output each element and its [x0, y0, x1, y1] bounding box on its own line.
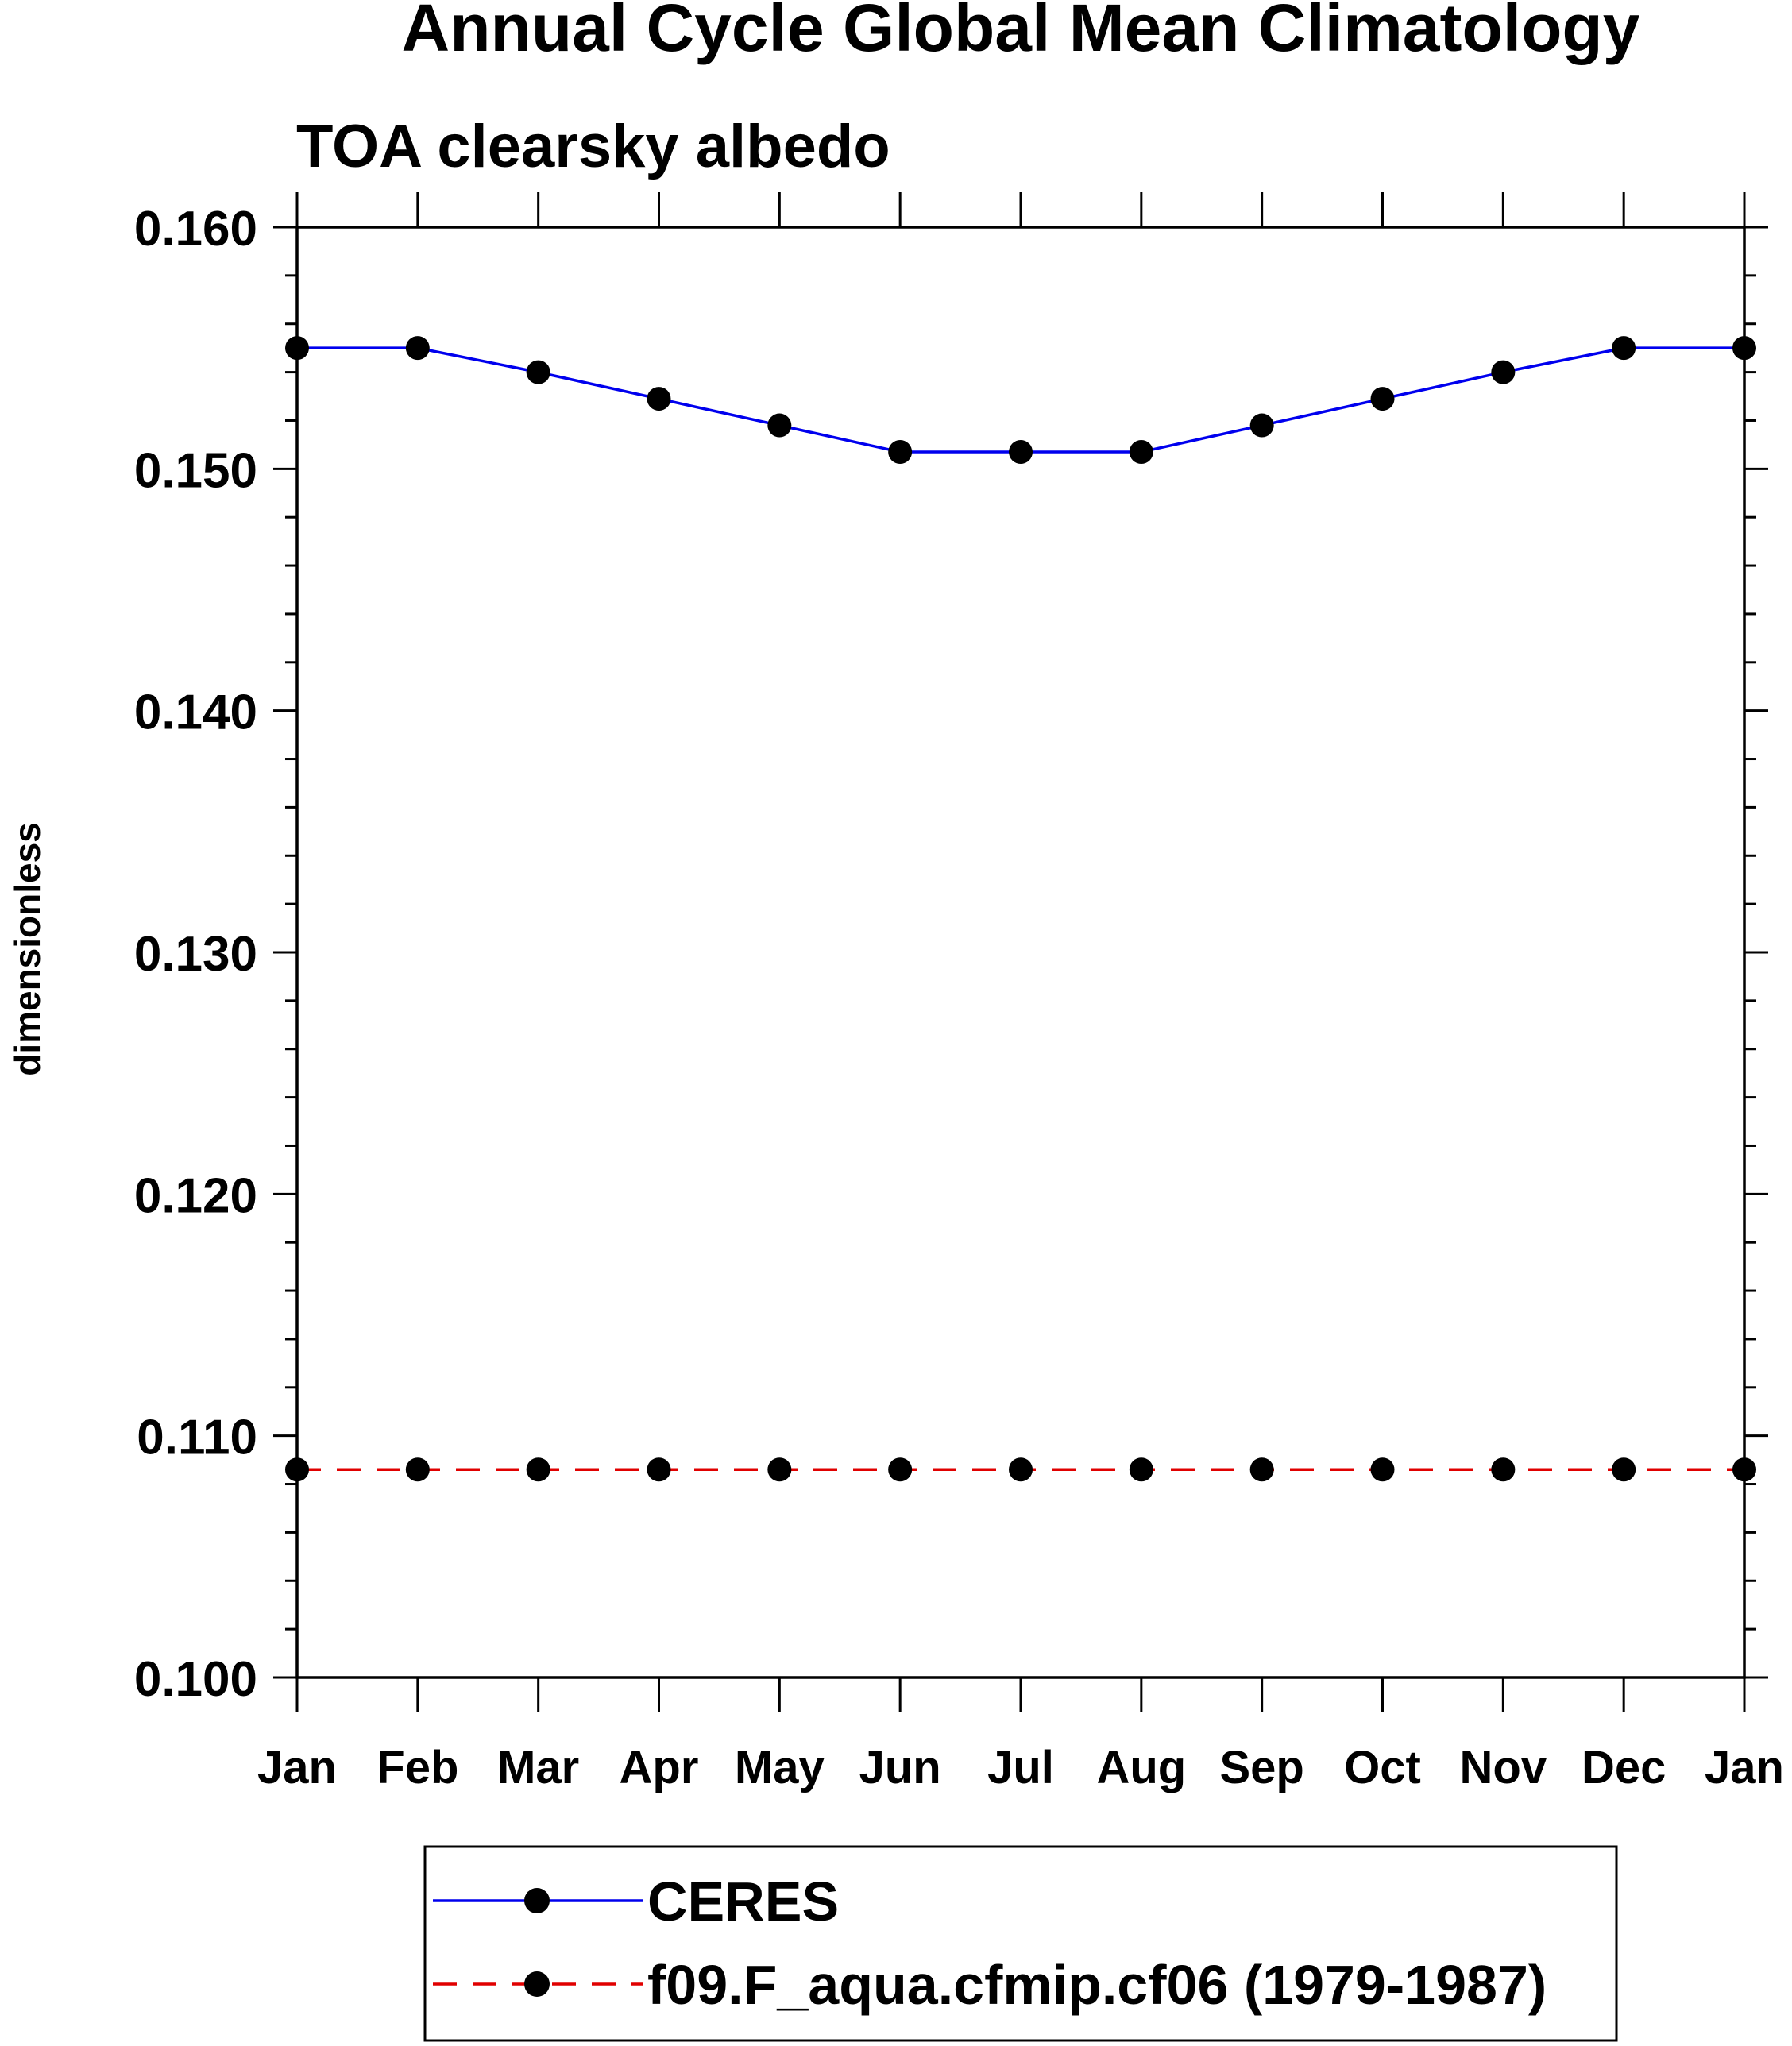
data-point-ceres	[1009, 440, 1033, 465]
data-point-model	[405, 1457, 430, 1482]
y-tick-label: 0.110	[137, 1411, 257, 1465]
x-tick-label: Jul	[987, 1742, 1054, 1793]
data-point-ceres	[285, 336, 309, 361]
chart-title: Annual Cycle Global Mean Climatology	[402, 0, 1640, 65]
x-tick-label: Aug	[1096, 1742, 1186, 1793]
legend: CERES f09.F_aqua.cfmip.cf06 (1979-1987)	[423, 1845, 1618, 2042]
y-axis-label: dimensionless	[6, 822, 48, 1076]
legend-marker-model	[524, 1971, 550, 1997]
series-layer	[285, 336, 1756, 1482]
data-point-model	[285, 1457, 309, 1482]
data-point-model	[647, 1457, 671, 1482]
y-tick-label: 0.130	[134, 927, 257, 982]
x-tick-label: Jan	[1705, 1742, 1784, 1793]
data-point-ceres	[647, 387, 671, 411]
legend-marker-ceres	[524, 1888, 550, 1913]
series-line-ceres	[297, 346, 1744, 454]
y-tick-label: 0.140	[134, 685, 257, 740]
data-point-model	[1129, 1457, 1153, 1482]
data-point-model	[1612, 1457, 1636, 1482]
data-point-ceres	[767, 413, 792, 438]
x-tick-label: Feb	[377, 1742, 458, 1793]
x-tick-label: Jan	[257, 1742, 337, 1793]
data-point-model	[526, 1457, 550, 1482]
y-tick-label: 0.100	[134, 1652, 257, 1707]
legend-label-model: f09.F_aqua.cfmip.cf06 (1979-1987)	[647, 1954, 1547, 2016]
data-point-model	[1732, 1457, 1756, 1482]
legend-label-ceres: CERES	[647, 1870, 839, 1932]
data-point-model	[767, 1457, 792, 1482]
data-point-ceres	[526, 360, 550, 384]
x-tick-label: Sep	[1219, 1742, 1303, 1793]
x-tick-label: Nov	[1460, 1742, 1547, 1793]
x-tick-label: May	[735, 1742, 825, 1793]
x-tick-label: Apr	[620, 1742, 699, 1793]
data-point-model	[1249, 1457, 1274, 1482]
data-point-ceres	[888, 440, 913, 465]
data-point-ceres	[1491, 360, 1516, 384]
x-tick-label: Jun	[859, 1742, 941, 1793]
data-point-ceres	[1129, 440, 1153, 465]
x-tick-label: Oct	[1344, 1742, 1421, 1793]
data-point-ceres	[1612, 336, 1636, 361]
axes: 0.100 0.110 0.120 0.130 0.140 0.150 0.160 Jan Fe…	[134, 192, 1784, 1793]
legend-box	[423, 1845, 1618, 2042]
y-tick-label: 0.150	[134, 443, 257, 498]
x-tick-label: Dec	[1582, 1742, 1666, 1793]
data-point-ceres	[1732, 336, 1756, 361]
data-point-ceres	[405, 336, 430, 361]
x-tick-label: Mar	[497, 1742, 579, 1793]
data-point-model	[888, 1457, 913, 1482]
chart-subtitle: TOA clearsky albedo	[296, 113, 890, 180]
data-point-model	[1009, 1457, 1033, 1482]
data-point-model	[1370, 1457, 1395, 1482]
data-point-model	[1491, 1457, 1516, 1482]
data-point-ceres	[1370, 387, 1395, 411]
y-tick-label: 0.120	[134, 1168, 257, 1223]
data-point-ceres	[1249, 413, 1274, 438]
y-tick-label: 0.160	[134, 202, 257, 257]
